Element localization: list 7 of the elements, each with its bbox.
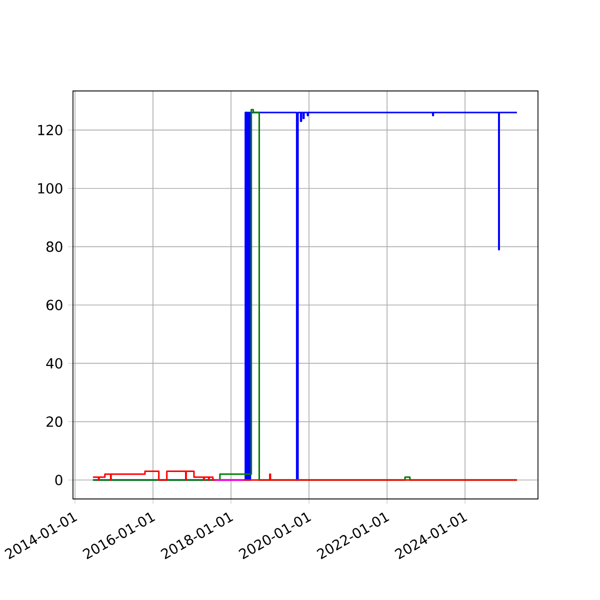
y-tick-label: 40 [46,358,62,369]
y-tick-label: 120 [38,124,62,136]
y-tick-label: 20 [46,416,62,427]
y-tick-label: 100 [38,183,62,194]
y-tick-label: 0 [55,474,62,486]
y-tick-label: 60 [46,300,62,310]
y-tick-label: 80 [46,241,62,252]
